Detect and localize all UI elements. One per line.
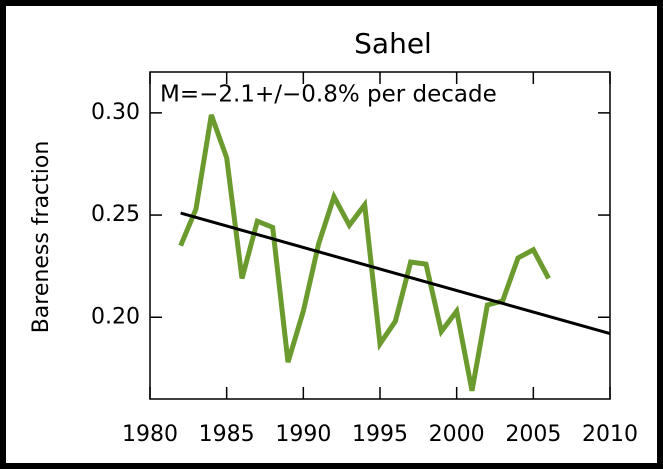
y-tick-label: 0.20	[91, 304, 140, 329]
annotation: M=−2.1+/−0.8% per decade	[160, 82, 497, 108]
x-tick-label: 2000	[429, 422, 485, 447]
x-tick-label: 1980	[122, 422, 178, 447]
y-tick-label: 0.30	[91, 100, 140, 125]
y-tick-label: 0.25	[91, 202, 140, 227]
x-tick-label: 1995	[352, 422, 408, 447]
chart-title: Sahel	[354, 27, 432, 60]
x-tick-label: 1985	[199, 422, 255, 447]
y-axis-label: Bareness fraction	[29, 141, 54, 334]
trend-line	[180, 211, 611, 336]
x-tick-label: 1990	[275, 422, 331, 447]
x-tick-label: 2010	[582, 422, 638, 447]
data-line	[178, 114, 551, 392]
x-tick-label: 2005	[505, 422, 561, 447]
